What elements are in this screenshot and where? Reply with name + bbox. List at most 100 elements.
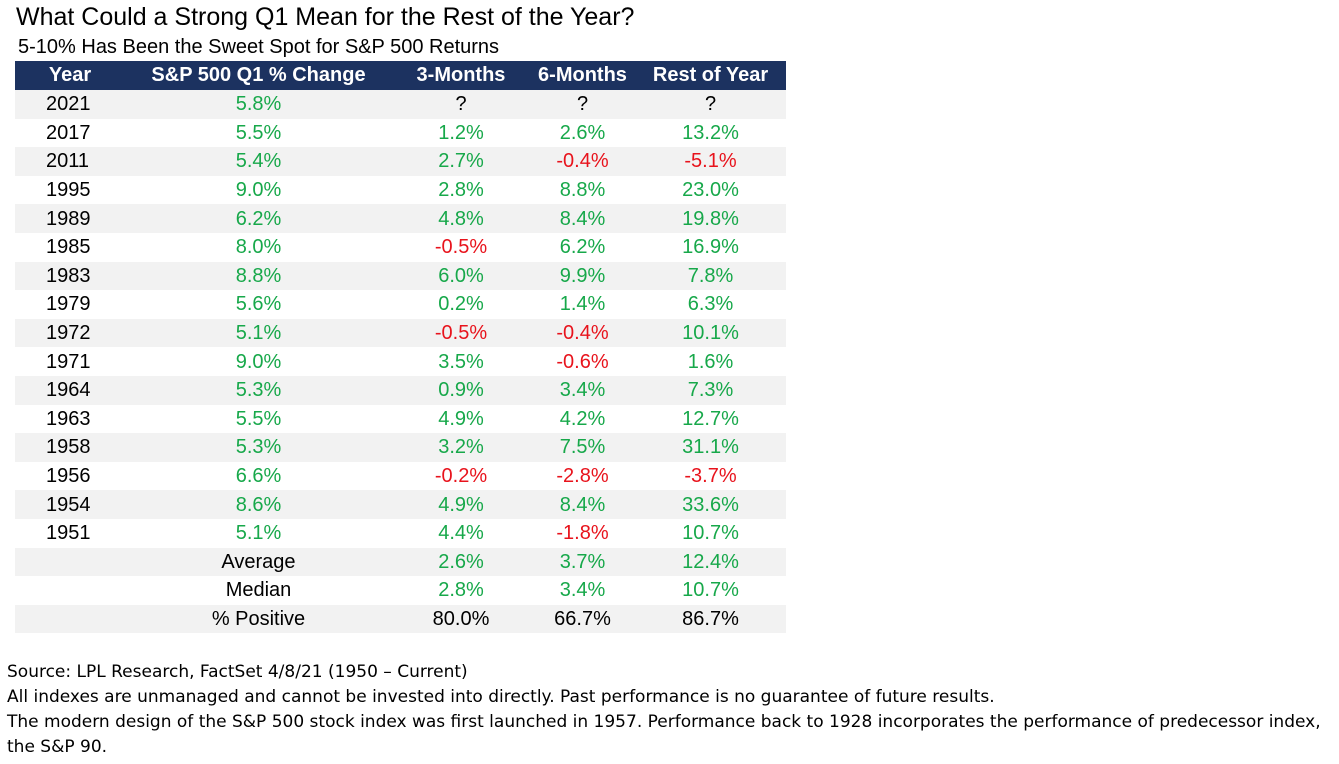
six-month-cell: 8.4%: [530, 490, 635, 519]
year-cell: 1972: [15, 318, 125, 348]
rest-of-year-cell: 10.7%: [682, 522, 739, 545]
rest-of-year-cell: 7.3%: [635, 375, 786, 405]
source-note: Source: LPL Research, FactSet 4/8/21 (19…: [7, 662, 468, 682]
year-cell: 1958: [15, 433, 125, 462]
summary-blank-cell: [15, 547, 125, 577]
table-row: 1979 5.6% 0.2% 1.4% 6.3%: [15, 290, 786, 319]
q1-change-cell: 6.6%: [235, 465, 282, 488]
rest-of-year-cell: 7.8%: [635, 261, 786, 291]
year-cell: 1979: [46, 293, 91, 316]
year-cell: 1951: [46, 522, 91, 545]
three-month-cell: 4.9%: [438, 407, 484, 430]
q1-change-cell: 6.2%: [125, 204, 392, 233]
three-month-cell: -0.2%: [434, 465, 488, 488]
six-month-cell: 6.2%: [559, 236, 606, 259]
summary-six-month-cell: 3.4%: [559, 579, 606, 602]
summary-row: Average 2.6% 3.7% 12.4%: [15, 547, 786, 577]
table-row: 1954 8.6% 4.9% 8.4% 33.6%: [15, 490, 786, 519]
summary-rest-of-year-cell: 86.7%: [635, 604, 786, 634]
table-row: 1963 5.5% 4.9% 4.2% 12.7%: [15, 405, 786, 434]
rest-of-year-cell: 6.3%: [687, 293, 734, 316]
q1-change-cell: 5.4%: [125, 147, 392, 176]
three-month-cell: 1.2%: [438, 121, 484, 144]
six-month-cell: 8.4%: [530, 204, 635, 233]
table-row: 1995 9.0% 2.8% 8.8% 23.0%: [15, 176, 786, 205]
six-month-cell: -1.8%: [556, 522, 609, 545]
rest-of-year-cell: 33.6%: [635, 490, 786, 519]
year-cell: 2021: [15, 90, 125, 119]
summary-six-month-cell: 3.7%: [530, 547, 635, 577]
three-month-cell: ?: [392, 90, 530, 119]
q1-change-cell: 5.3%: [125, 375, 392, 405]
three-month-cell: 4.8%: [392, 204, 530, 233]
table-row: 1972 5.1% -0.5% -0.4% 10.1%: [15, 318, 786, 348]
year-cell: 2017: [46, 121, 91, 144]
three-month-cell: -0.5%: [392, 318, 530, 348]
summary-three-month-cell: 80.0%: [392, 604, 530, 634]
rest-of-year-cell: -5.1%: [635, 147, 786, 176]
table-row: 1989 6.2% 4.8% 8.4% 19.8%: [15, 204, 786, 233]
summary-three-month-cell: 2.6%: [392, 547, 530, 577]
year-cell: 1963: [46, 407, 91, 430]
table-row: 1956 6.6% -0.2% -2.8% -3.7%: [15, 462, 786, 491]
six-month-cell: ?: [530, 90, 635, 119]
rest-of-year-cell: 1.6%: [687, 350, 734, 373]
q1-change-cell: 5.1%: [125, 318, 392, 348]
table-row: 1958 5.3% 3.2% 7.5% 31.1%: [15, 433, 786, 462]
summary-label: % Positive: [125, 604, 392, 634]
six-month-cell: 4.2%: [559, 407, 606, 430]
q1-change-cell: 8.8%: [125, 261, 392, 291]
q1-change-cell: 5.6%: [235, 293, 282, 316]
three-month-cell: 4.4%: [438, 522, 484, 545]
rest-of-year-cell: 31.1%: [635, 433, 786, 462]
six-month-cell: -0.4%: [530, 147, 635, 176]
rest-of-year-cell: 10.1%: [635, 318, 786, 348]
q1-change-cell: 5.5%: [235, 407, 282, 430]
year-cell: 1954: [15, 490, 125, 519]
summary-rest-of-year-cell: 12.4%: [635, 547, 786, 577]
q1-change-cell: 5.1%: [235, 522, 282, 545]
q1-change-cell: 9.0%: [235, 350, 282, 373]
rest-of-year-cell: 23.0%: [682, 179, 739, 202]
header-q1-change: S&P 500 Q1 % Change: [125, 61, 392, 90]
rest-of-year-cell: ?: [635, 90, 786, 119]
summary-rest-of-year-cell: 10.7%: [682, 579, 739, 602]
year-cell: 2011: [15, 147, 125, 176]
header-6-months: 6-Months: [530, 61, 635, 90]
rest-of-year-cell: 13.2%: [682, 121, 739, 144]
summary-blank-cell: [15, 576, 125, 605]
summary-three-month-cell: 2.8%: [438, 579, 484, 602]
table-body: 2021 5.8%??? 2017 5.5% 1.2% 2.6% 13.2% 2011 5.4%…: [15, 90, 786, 634]
three-month-cell: 3.5%: [438, 350, 484, 373]
six-month-cell: -2.8%: [556, 465, 609, 488]
three-month-cell: 6.0%: [392, 261, 530, 291]
header-rest-of-year: Rest of Year: [635, 61, 786, 90]
table-row: 1951 5.1% 4.4% -1.8% 10.7%: [15, 519, 786, 548]
six-month-cell: 2.6%: [559, 121, 606, 144]
three-month-cell: -0.5%: [434, 236, 488, 259]
q1-change-cell: 5.8%: [125, 90, 392, 119]
year-cell: 1995: [46, 179, 91, 202]
summary-label: Median: [225, 579, 292, 602]
returns-table: Year S&P 500 Q1 % Change 3-Months 6-Mont…: [15, 61, 786, 634]
rest-of-year-cell: 16.9%: [682, 236, 739, 259]
year-cell: 1985: [46, 236, 91, 259]
summary-label: Average: [125, 547, 392, 577]
methodology-note-line2: the S&P 90.: [7, 737, 108, 757]
year-cell: 1971: [46, 350, 91, 373]
q1-change-cell: 5.3%: [125, 433, 392, 462]
summary-six-month-cell: 66.7%: [530, 604, 635, 634]
three-month-cell: 0.2%: [438, 293, 484, 316]
year-cell: 1964: [15, 375, 125, 405]
header-row: Year S&P 500 Q1 % Change 3-Months 6-Mont…: [15, 61, 786, 90]
table-row: 1971 9.0% 3.5% -0.6% 1.6%: [15, 347, 786, 376]
six-month-cell: 9.9%: [530, 261, 635, 291]
disclaimer-note: All indexes are unmanaged and cannot be …: [7, 687, 995, 707]
footer-notes: Source: LPL Research, FactSet 4/8/21 (19…: [7, 660, 1337, 760]
three-month-cell: 3.2%: [392, 433, 530, 462]
header-year: Year: [15, 61, 125, 90]
six-month-cell: 1.4%: [559, 293, 606, 316]
q1-change-cell: 5.5%: [235, 121, 282, 144]
six-month-cell: -0.6%: [556, 350, 609, 373]
six-month-cell: -0.4%: [530, 318, 635, 348]
